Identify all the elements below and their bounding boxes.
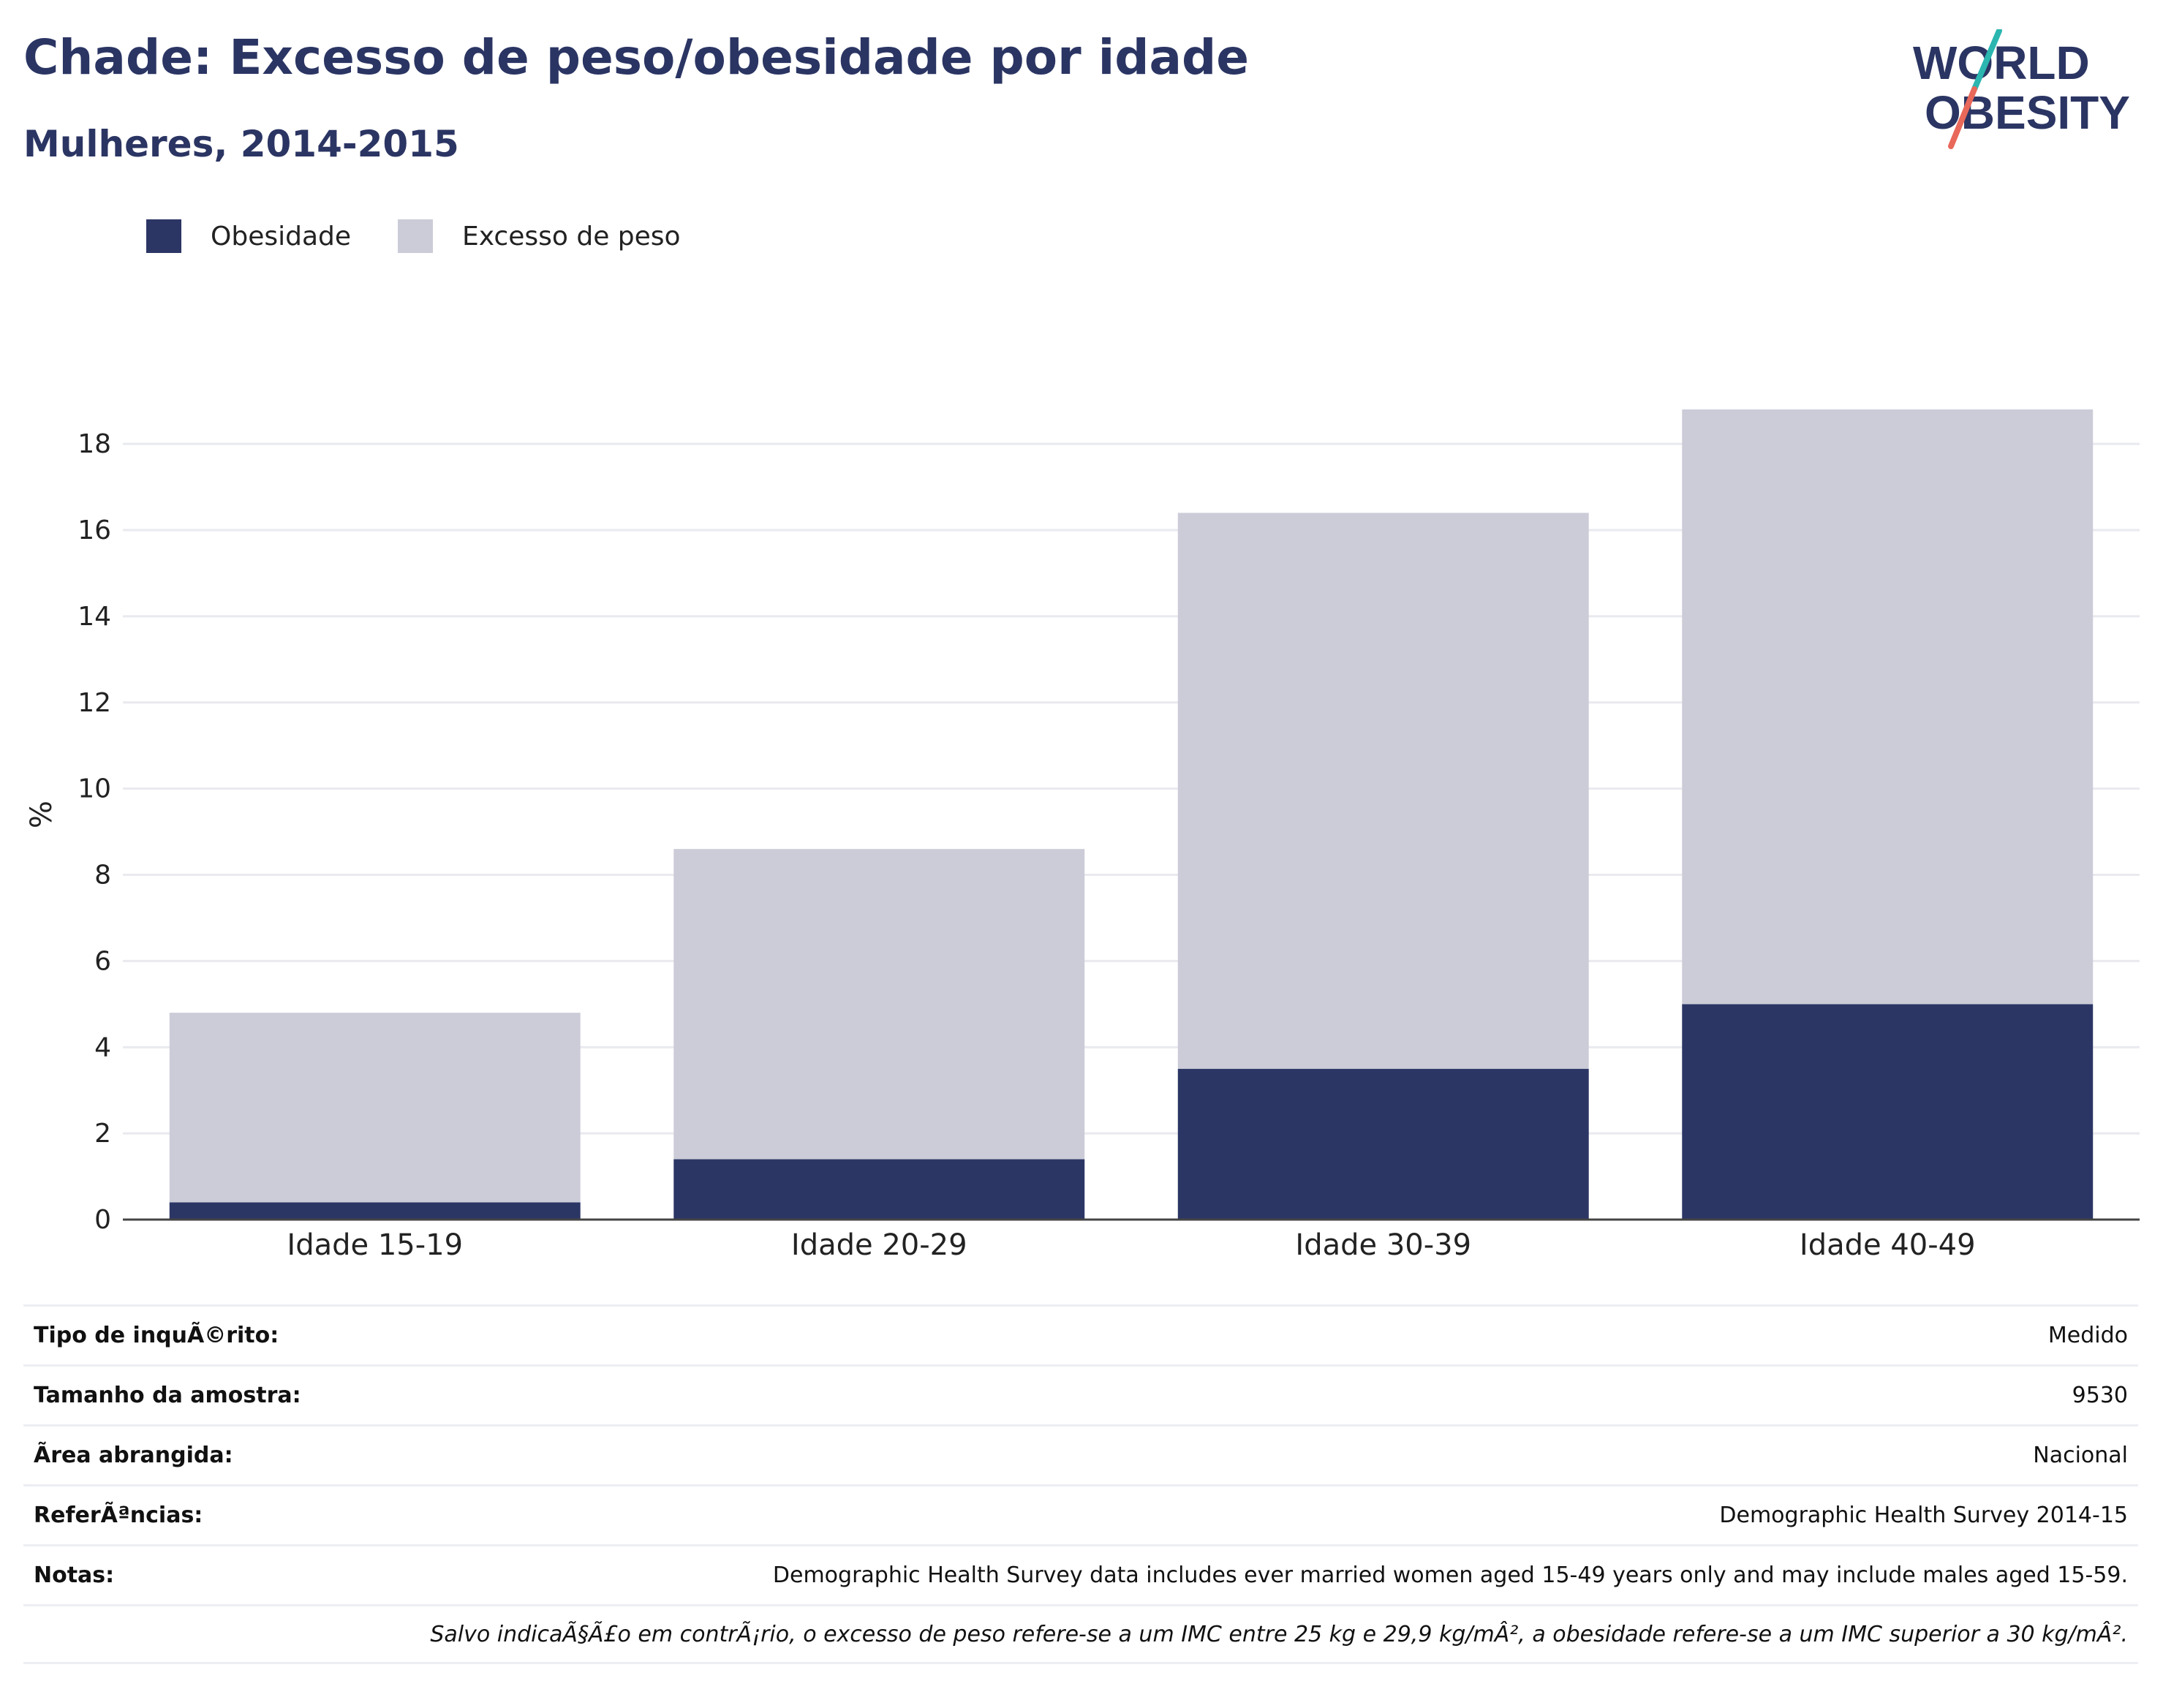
info-row-references: ReferÃªncias: Demographic Health Survey … — [23, 1484, 2138, 1544]
bar-excesso-de-peso — [1682, 409, 2093, 1004]
bar-excesso-de-peso — [1178, 513, 1589, 1068]
y-tick-label: 10 — [78, 774, 111, 804]
y-tick-label: 16 — [78, 515, 111, 545]
info-value: Medido — [2048, 1323, 2128, 1348]
bar-obesidade — [1682, 1004, 2093, 1220]
bar-excesso-de-peso — [673, 849, 1084, 1159]
info-value: Demographic Health Survey data includes … — [773, 1562, 2128, 1588]
y-tick-label: 6 — [94, 946, 111, 976]
info-label: ReferÃªncias: — [34, 1503, 203, 1528]
x-tick-label: Idade 30-39 — [1295, 1228, 1471, 1262]
y-tick-label: 12 — [78, 688, 111, 718]
y-tick-label: 0 — [94, 1205, 111, 1235]
info-label: Tamanho da amostra: — [34, 1383, 301, 1408]
info-label: Notas: — [34, 1562, 114, 1588]
info-row-area: Ã rea abrangida: Nacional — [23, 1424, 2138, 1484]
y-tick-label: 18 — [78, 429, 111, 459]
info-value: Nacional — [2033, 1443, 2128, 1468]
info-row-notes: Notas: Demographic Health Survey data in… — [23, 1544, 2138, 1604]
y-tick-label: 14 — [78, 602, 111, 632]
bar-chart: 0 2 4 6 8 10 12 14 16 18% Idade 15-19 Idade 20-29 Id… — [0, 0, 2163, 1287]
bar-excesso-de-peso — [170, 1013, 581, 1202]
info-row-sample-size: Tamanho da amostra: 9530 — [23, 1364, 2138, 1424]
x-tick-label: Idade 20-29 — [791, 1228, 967, 1262]
x-tick-label: Idade 40-49 — [1800, 1228, 1976, 1262]
info-label: Tipo de inquÃ©rito: — [34, 1323, 279, 1348]
info-row-survey-type: Tipo de inquÃ©rito: Medido — [23, 1304, 2138, 1364]
footnote: Salvo indicaÃ§Ã£o em contrÃ¡rio, o exces… — [34, 1622, 2128, 1647]
bar-obesidade — [1178, 1069, 1589, 1220]
y-tick-label: 4 — [94, 1032, 111, 1062]
y-axis-label: % — [25, 801, 58, 828]
x-tick-label: Idade 15-19 — [287, 1228, 463, 1262]
bar-obesidade — [673, 1159, 1084, 1220]
y-tick-label: 8 — [94, 861, 111, 891]
survey-info-table: Tipo de inquÃ©rito: Medido Tamanho da am… — [23, 1304, 2138, 1664]
y-tick-label: 2 — [94, 1119, 111, 1149]
info-label: Ã rea abrangida: — [34, 1443, 233, 1468]
info-value: Demographic Health Survey 2014-15 — [1719, 1503, 2128, 1528]
info-row-footnote: Salvo indicaÃ§Ã£o em contrÃ¡rio, o exces… — [23, 1604, 2138, 1664]
info-value: 9530 — [2072, 1383, 2128, 1408]
bar-obesidade — [170, 1202, 581, 1220]
